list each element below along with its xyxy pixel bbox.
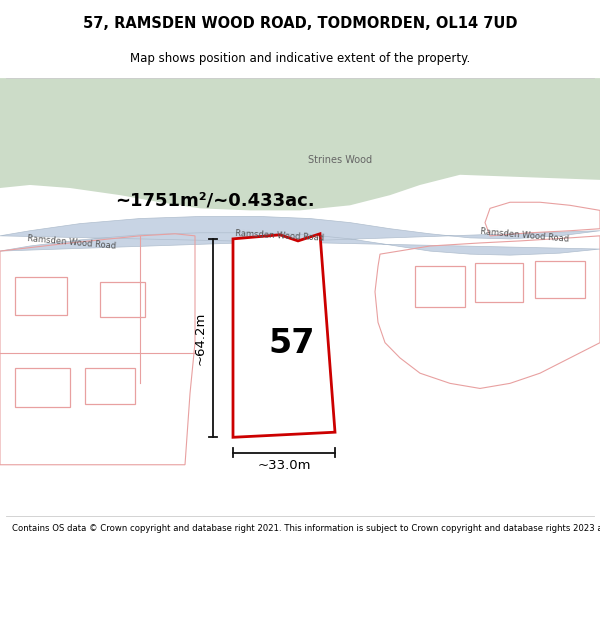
- Text: Ramsden Wood Road: Ramsden Wood Road: [480, 228, 570, 244]
- Text: 57, RAMSDEN WOOD ROAD, TODMORDEN, OL14 7UD: 57, RAMSDEN WOOD ROAD, TODMORDEN, OL14 7…: [83, 16, 517, 31]
- Polygon shape: [0, 78, 600, 211]
- Polygon shape: [0, 282, 600, 516]
- Text: Contains OS data © Crown copyright and database right 2021. This information is : Contains OS data © Crown copyright and d…: [12, 524, 600, 532]
- Text: ~33.0m: ~33.0m: [257, 459, 311, 472]
- Text: ~1751m²/~0.433ac.: ~1751m²/~0.433ac.: [115, 191, 315, 209]
- Text: Map shows position and indicative extent of the property.: Map shows position and indicative extent…: [130, 52, 470, 65]
- Text: ~64.2m: ~64.2m: [193, 311, 206, 365]
- Polygon shape: [0, 216, 600, 255]
- Text: 57: 57: [269, 327, 315, 359]
- Polygon shape: [233, 234, 335, 438]
- Text: Strines Wood: Strines Wood: [308, 154, 372, 164]
- Text: Ramsden Wood Road: Ramsden Wood Road: [27, 234, 117, 250]
- Text: Ramsden Wood Road: Ramsden Wood Road: [235, 229, 325, 242]
